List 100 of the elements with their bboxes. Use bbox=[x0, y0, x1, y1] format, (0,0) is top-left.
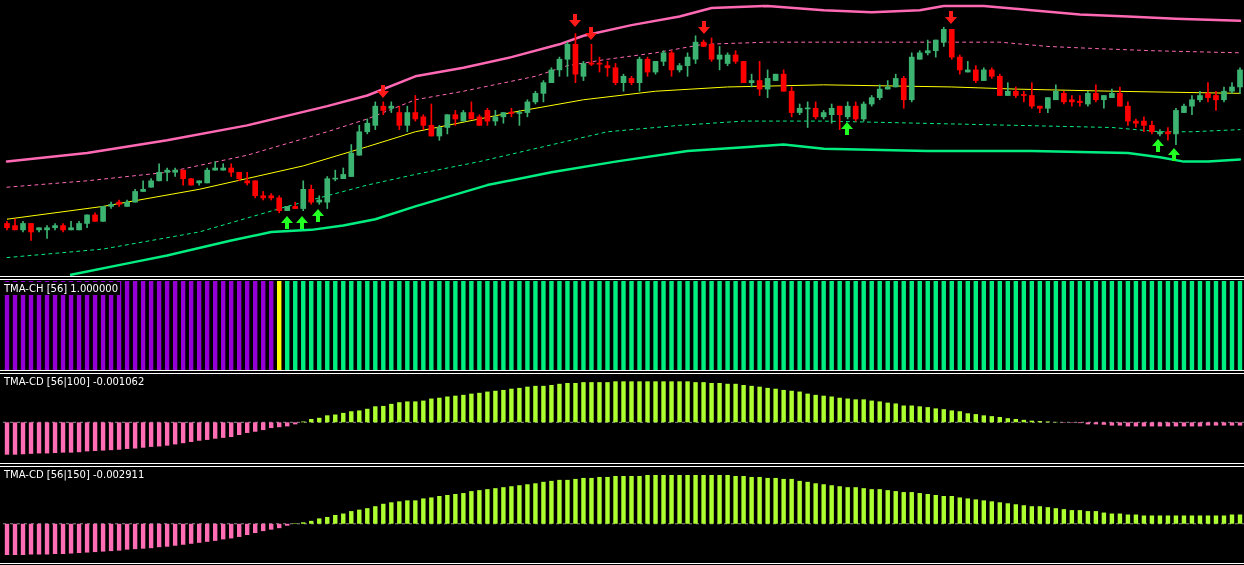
bar bbox=[765, 477, 770, 524]
bar bbox=[116, 422, 122, 450]
bar bbox=[917, 406, 922, 423]
bar bbox=[845, 398, 850, 423]
bar bbox=[100, 523, 106, 552]
bar bbox=[421, 400, 426, 423]
bar bbox=[653, 475, 658, 524]
bar bbox=[1013, 504, 1019, 524]
bar bbox=[220, 422, 226, 438]
bar bbox=[509, 486, 514, 524]
bar bbox=[645, 381, 650, 423]
bar bbox=[541, 481, 546, 524]
bar bbox=[188, 523, 194, 544]
bar bbox=[789, 478, 794, 524]
bar bbox=[781, 478, 786, 524]
bar bbox=[1101, 422, 1107, 425]
bar bbox=[357, 509, 362, 524]
bar bbox=[725, 475, 730, 524]
bar bbox=[108, 523, 114, 552]
bar bbox=[645, 475, 650, 524]
bar bbox=[533, 385, 538, 423]
bar bbox=[701, 382, 706, 423]
bar bbox=[957, 497, 962, 524]
bar bbox=[12, 422, 18, 455]
bar bbox=[741, 475, 746, 524]
bar bbox=[877, 401, 882, 423]
candlestick bbox=[924, 39, 931, 56]
bar bbox=[941, 495, 946, 524]
bar bbox=[469, 393, 474, 423]
bar bbox=[68, 422, 74, 453]
bar bbox=[36, 422, 42, 454]
bar bbox=[1149, 515, 1155, 524]
bar bbox=[60, 422, 66, 453]
bar bbox=[685, 381, 690, 423]
bar bbox=[573, 478, 578, 524]
bar bbox=[397, 402, 402, 423]
bar bbox=[172, 523, 178, 546]
bar bbox=[245, 422, 250, 433]
bar bbox=[204, 523, 210, 542]
bar bbox=[212, 422, 218, 439]
bar bbox=[925, 407, 930, 423]
bar bbox=[52, 422, 58, 454]
bar bbox=[877, 489, 882, 524]
bar bbox=[253, 422, 258, 432]
bar bbox=[597, 476, 602, 524]
bar bbox=[437, 397, 442, 423]
bar bbox=[60, 523, 66, 555]
bar bbox=[1029, 506, 1035, 524]
candlestick bbox=[140, 180, 146, 192]
bar bbox=[453, 395, 458, 423]
bar bbox=[1021, 505, 1027, 524]
bar bbox=[813, 483, 818, 524]
bar bbox=[757, 386, 762, 423]
candlestick bbox=[1020, 90, 1027, 103]
bar bbox=[405, 401, 410, 423]
bar bbox=[4, 422, 10, 455]
bar bbox=[837, 397, 842, 423]
bar bbox=[957, 411, 962, 423]
bar bbox=[180, 422, 186, 444]
bar bbox=[509, 388, 514, 423]
bar bbox=[373, 506, 378, 524]
bar bbox=[861, 488, 866, 524]
bar bbox=[1213, 422, 1219, 426]
bar bbox=[757, 476, 762, 524]
candlestick bbox=[1213, 90, 1219, 111]
bar bbox=[589, 382, 594, 423]
bar bbox=[701, 475, 706, 524]
bar bbox=[12, 523, 18, 555]
bar bbox=[629, 475, 634, 524]
bar bbox=[228, 422, 234, 438]
bar bbox=[773, 388, 778, 423]
bar bbox=[869, 489, 874, 524]
bar bbox=[1085, 511, 1091, 524]
bar bbox=[92, 523, 98, 553]
bar bbox=[108, 422, 114, 451]
bar bbox=[445, 495, 450, 524]
bar bbox=[373, 406, 378, 423]
bar bbox=[621, 475, 626, 524]
bar bbox=[1213, 515, 1219, 524]
bar bbox=[461, 493, 466, 524]
bar bbox=[413, 401, 418, 423]
bar bbox=[132, 422, 138, 449]
bar bbox=[597, 382, 602, 423]
bar bbox=[525, 386, 530, 423]
bar bbox=[781, 389, 786, 423]
bar bbox=[413, 500, 418, 524]
bar bbox=[725, 383, 730, 423]
bar bbox=[653, 381, 658, 423]
bar bbox=[821, 395, 826, 423]
bar bbox=[325, 415, 330, 423]
bar bbox=[997, 502, 1003, 524]
bar bbox=[124, 523, 130, 550]
chart-title: TMA-CH [56] 1.000000 bbox=[2, 282, 121, 295]
bar bbox=[893, 491, 898, 524]
bar bbox=[1197, 515, 1203, 524]
bar bbox=[485, 391, 490, 423]
bar bbox=[517, 387, 522, 423]
bar bbox=[20, 422, 26, 455]
bar bbox=[28, 523, 34, 555]
bar bbox=[212, 523, 218, 541]
